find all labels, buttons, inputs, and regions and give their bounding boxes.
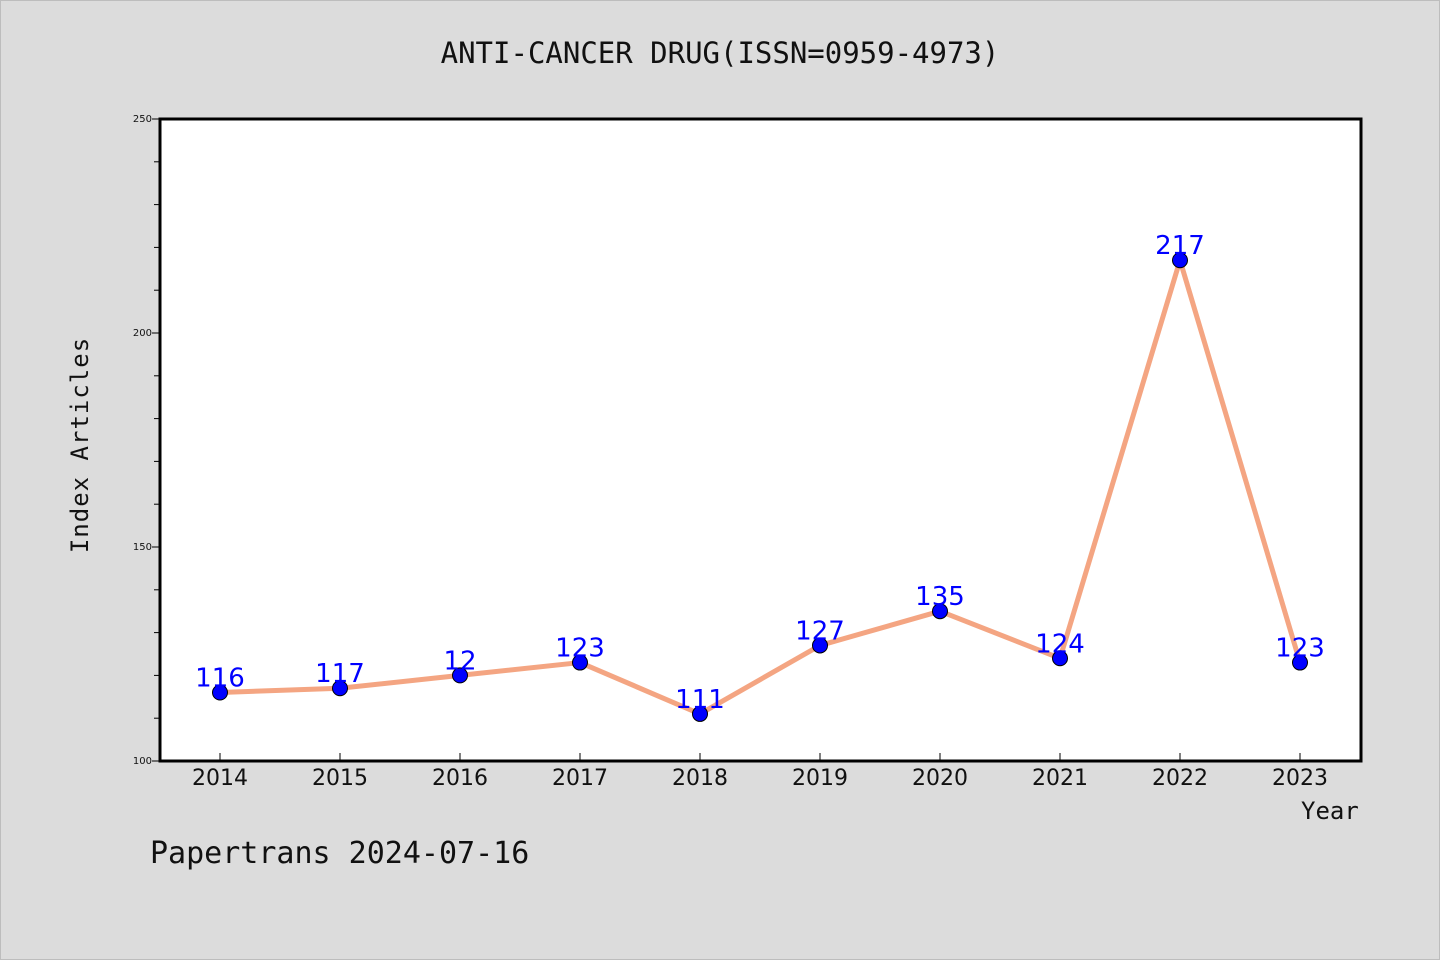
data-point: [1172, 252, 1188, 269]
y-tick-label: 200: [133, 328, 152, 339]
series-line-path: [219, 257, 1303, 717]
y-axis: 100 150 200 250: [133, 114, 160, 767]
data-point: [1052, 650, 1068, 667]
y-tick-label: 150: [133, 542, 152, 553]
x-tick-label: 2019: [792, 766, 848, 791]
y-tick-label: 100: [133, 756, 152, 767]
data-label: 135: [915, 582, 965, 612]
data-point: [452, 667, 468, 684]
data-label: 127: [795, 616, 845, 646]
x-tick-label: 2016: [432, 766, 488, 791]
data-point: [1292, 654, 1308, 671]
x-tick-label: 2015: [312, 766, 368, 791]
data-label: 116: [195, 664, 245, 694]
data-label: 12: [443, 646, 476, 676]
x-tick-label: 2017: [552, 766, 608, 791]
x-tick-label: 2020: [912, 766, 968, 791]
data-label: 217: [1155, 231, 1205, 261]
x-tick-label: 2022: [1152, 766, 1208, 791]
x-tick-label: 2021: [1032, 766, 1088, 791]
y-tick-label: 250: [133, 114, 152, 125]
series-line: [219, 257, 1303, 717]
data-point: [692, 705, 708, 722]
data-label: 123: [1275, 634, 1325, 664]
footer-watermark: Papertrans 2024-07-16: [150, 836, 530, 871]
data-label: 124: [1035, 629, 1085, 659]
data-point: [572, 654, 588, 671]
data-point: [332, 680, 348, 697]
data-point: [932, 603, 948, 620]
plot-area: [158, 117, 1363, 763]
x-tick-label: 2023: [1272, 766, 1328, 791]
data-label: 111: [675, 685, 725, 715]
data-point: [212, 684, 228, 701]
data-points: [212, 252, 1308, 722]
chart-title: ANTI-CANCER DRUG(ISSN=0959-4973): [440, 36, 1000, 70]
x-axis-label: Year: [1301, 797, 1359, 825]
data-point: [812, 637, 828, 654]
x-axis: 2014 2015 2016 2017 2018 2019 2020 2021 2022 2023: [192, 753, 1328, 791]
x-tick-label: 2018: [672, 766, 728, 791]
data-label: 123: [555, 634, 605, 664]
data-labels: 116 117 12 123 111 127 135 124 217 123: [195, 231, 1325, 715]
data-label: 117: [315, 659, 365, 689]
x-tick-label: 2014: [192, 766, 248, 791]
